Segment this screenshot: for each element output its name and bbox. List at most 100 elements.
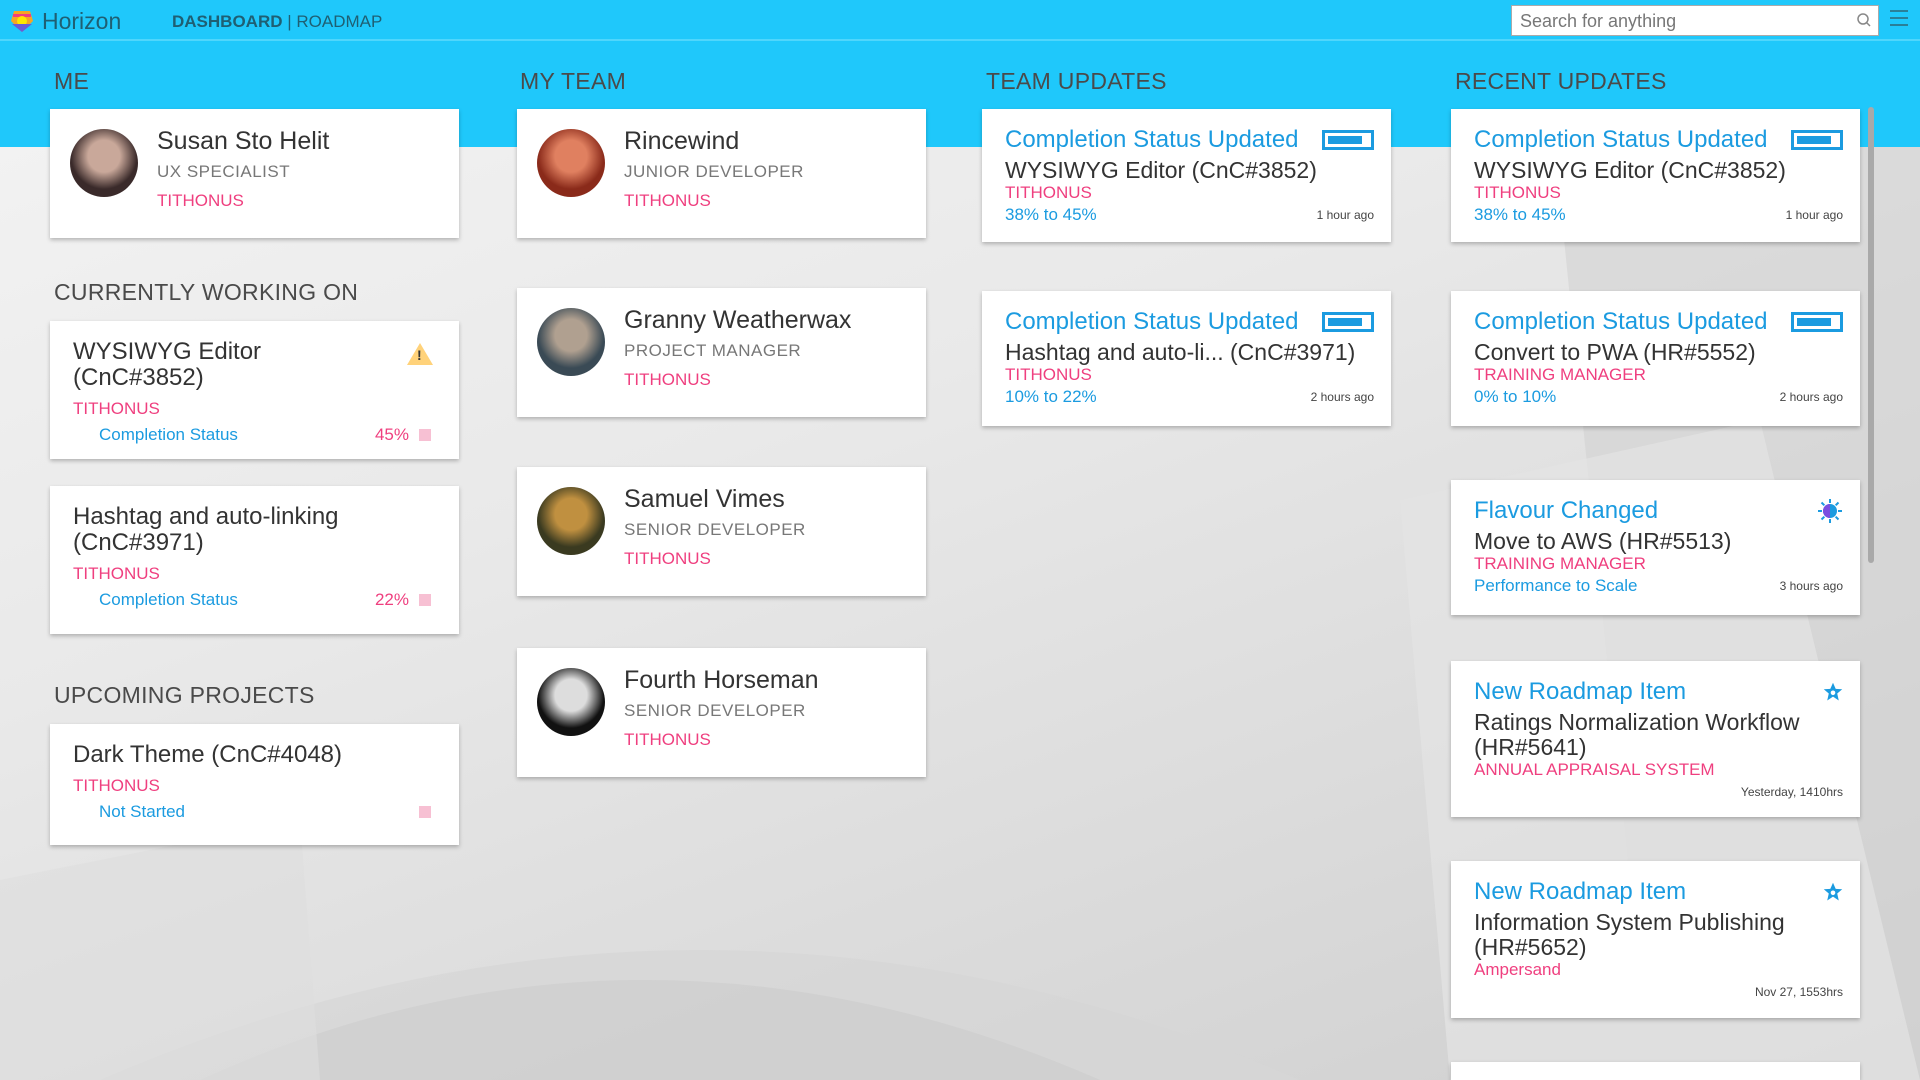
battery-fill [1797, 317, 1831, 326]
horizon-logo-icon [11, 11, 33, 32]
star-icon [1823, 882, 1843, 900]
person-card[interactable]: Fourth Horseman SENIOR DEVELOPER TITHONUS [517, 648, 926, 777]
completion-label: Completion Status [99, 590, 238, 609]
main-nav: DASHBOARD | ROADMAP [172, 12, 382, 32]
nav-dashboard[interactable]: DASHBOARD [172, 12, 283, 31]
update-item[interactable]: WYSIWYG Editor (CnC#3852) [1005, 157, 1317, 183]
project-org: TITHONUS [73, 776, 160, 795]
update-time: Nov 27, 1553hrs [1754, 985, 1843, 999]
update-footer: Performance to Scale 3 hours ago [1474, 576, 1843, 596]
update-org: TITHONUS [1005, 183, 1092, 202]
avatar [537, 129, 605, 197]
person-name[interactable]: Fourth Horseman [624, 666, 819, 694]
completion-row: Completion Status 45% [73, 425, 436, 445]
update-org: ANNUAL APPRAISAL SYSTEM [1474, 760, 1715, 779]
completion-label: Completion Status [99, 425, 238, 444]
avatar [537, 668, 605, 736]
project-org: TITHONUS [73, 564, 160, 583]
completion-percent: 22% [374, 590, 409, 609]
update-item[interactable]: Ratings Normalization Workflow (HR#5641) [1474, 709, 1800, 760]
working-card[interactable]: Hashtag and auto-linking (CnC#3971) TITHO… [50, 486, 459, 634]
person-card[interactable]: Rincewind JUNIOR DEVELOPER TITHONUS [517, 109, 926, 238]
working-card[interactable]: WYSIWYG Editor (CnC#3852) TITHONUS Complet… [50, 321, 459, 459]
project-title[interactable]: Dark Theme (CnC#4048) [73, 741, 343, 768]
update-org: TITHONUS [1474, 183, 1561, 202]
update-card[interactable]: Completion Status Updated Convert to PWA … [1451, 291, 1860, 426]
person-role: JUNIOR DEVELOPER [624, 162, 804, 181]
person-name[interactable]: Granny Weatherwax [624, 306, 852, 334]
update-item[interactable]: Convert to PWA (HR#5552) [1474, 339, 1756, 365]
update-item[interactable]: Information System Publishing (HR#5652) [1474, 909, 1785, 960]
update-value: 10% to 22% [1005, 387, 1097, 406]
person-card[interactable]: Samuel Vimes SENIOR DEVELOPER TITHONUS [517, 467, 926, 596]
update-type[interactable]: New Roadmap Item [1474, 678, 1687, 705]
project-title[interactable]: Hashtag and auto-linking (CnC#3971) [73, 503, 339, 556]
update-card[interactable]: Completion Status Updated Hashtag and aut… [982, 291, 1391, 426]
app-brand[interactable]: Horizon [42, 8, 122, 34]
avatar [537, 308, 605, 376]
person-org: TITHONUS [624, 370, 711, 389]
update-item[interactable]: WYSIWYG Editor (CnC#3852) [1474, 157, 1786, 183]
update-card[interactable]: New Roadmap Item Ratings Normalization Wo… [1451, 661, 1860, 817]
top-bar: Horizon DASHBOARD | ROADMAP Search for a… [0, 0, 1920, 41]
edit-icon[interactable] [419, 429, 431, 441]
section-currently-working: CURRENTLY WORKING ON [54, 279, 359, 305]
person-card[interactable]: Susan Sto Helit UX SPECIALIST TITHONUS [50, 109, 459, 238]
nav-roadmap[interactable]: ROADMAP [296, 12, 383, 31]
update-footer: Nov 27, 1553hrs [1474, 982, 1843, 1002]
person-org: TITHONUS [157, 191, 244, 210]
update-type[interactable]: Flavour Changed [1474, 497, 1659, 524]
update-footer: 38% to 45% 1 hour ago [1474, 205, 1843, 225]
update-item[interactable]: Hashtag and auto-li... (CnC#3971) [1005, 339, 1356, 365]
edit-icon[interactable] [419, 594, 431, 606]
section-my-team: MY TEAM [520, 68, 627, 94]
update-time: 1 hour ago [1316, 208, 1374, 222]
update-value: 38% to 45% [1474, 205, 1566, 224]
person-role: SENIOR DEVELOPER [624, 701, 806, 720]
update-time: 3 hours ago [1779, 579, 1843, 593]
hamburger-menu-icon[interactable] [1890, 10, 1908, 26]
update-footer: Yesterday, 1410hrs [1474, 782, 1843, 802]
section-team-updates: TEAM UPDATES [986, 68, 1167, 94]
sun-icon [1818, 498, 1842, 523]
avatar [70, 129, 138, 197]
edit-icon[interactable] [419, 806, 431, 818]
update-type[interactable]: Completion Status Updated [1005, 308, 1299, 335]
update-header: Completion Status Updated [1005, 125, 1374, 154]
search-icon[interactable] [1856, 12, 1872, 28]
upcoming-card[interactable]: Dark Theme (CnC#4048) TITHONUS Not Started [50, 724, 459, 845]
update-card[interactable]: Completion Status Updated WYSIWYG Editor … [982, 109, 1391, 242]
star-icon [1823, 682, 1843, 700]
scrollbar[interactable] [1868, 107, 1874, 563]
person-card[interactable]: Granny Weatherwax PROJECT MANAGER TITHONUS [517, 288, 926, 417]
update-card[interactable]: Completion Status Updated WYSIWYG Editor … [1451, 109, 1860, 242]
warning-icon: ! [407, 343, 433, 365]
update-card[interactable]: Flavour Changed Move to AWS (HR#5513) TRAI… [1451, 480, 1860, 615]
update-type[interactable]: Completion Status Updated [1005, 126, 1299, 153]
update-value: 38% to 45% [1005, 205, 1097, 224]
battery-icon [1322, 129, 1374, 150]
update-item[interactable]: Move to AWS (HR#5513) [1474, 528, 1732, 554]
person-name[interactable]: Susan Sto Helit [157, 127, 330, 155]
update-header: Flavour Changed [1474, 496, 1843, 525]
person-name[interactable]: Samuel Vimes [624, 485, 785, 513]
completion-percent: 45% [374, 425, 409, 444]
person-name[interactable]: Rincewind [624, 127, 740, 155]
project-title[interactable]: WYSIWYG Editor (CnC#3852) [73, 338, 262, 391]
battery-icon [1791, 129, 1843, 150]
update-type[interactable]: Completion Status Updated [1474, 308, 1768, 335]
update-type[interactable]: New Roadmap Item [1474, 878, 1687, 905]
person-role: UX SPECIALIST [157, 162, 291, 181]
update-org: TITHONUS [1005, 365, 1092, 384]
update-card-partial[interactable] [1451, 1062, 1860, 1080]
person-org: TITHONUS [624, 730, 711, 749]
section-me: ME [54, 68, 90, 94]
update-type[interactable]: Completion Status Updated [1474, 126, 1768, 153]
person-org: TITHONUS [624, 549, 711, 568]
update-header: Completion Status Updated [1005, 307, 1374, 336]
update-card[interactable]: New Roadmap Item Information System Publi… [1451, 861, 1860, 1018]
battery-icon [1322, 311, 1374, 332]
status-row: Not Started [73, 802, 436, 822]
nav-separator: | [287, 12, 292, 31]
search-input[interactable]: Search for anything [1511, 5, 1879, 36]
